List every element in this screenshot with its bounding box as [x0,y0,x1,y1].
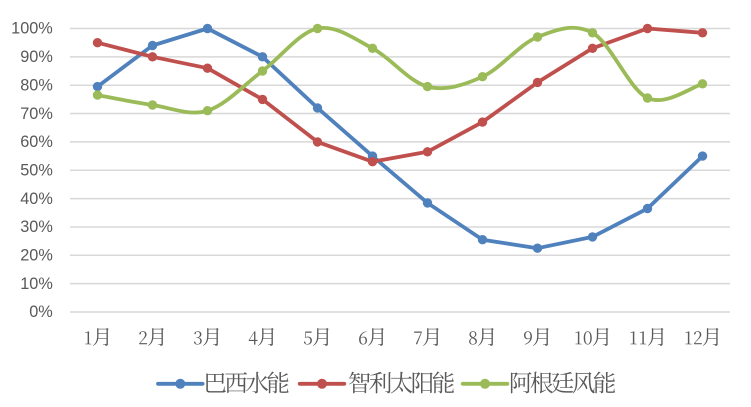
svg-text:60%: 60% [20,133,53,151]
svg-text:80%: 80% [20,76,53,94]
svg-text:20%: 20% [20,247,53,265]
svg-text:10%: 10% [20,275,53,293]
svg-text:50%: 50% [20,161,53,179]
svg-text:70%: 70% [20,105,53,123]
svg-text:100%: 100% [11,20,53,38]
svg-text:0%: 0% [29,303,53,321]
svg-text:30%: 30% [20,218,53,236]
svg-text:40%: 40% [20,190,53,208]
svg-text:90%: 90% [20,48,53,66]
